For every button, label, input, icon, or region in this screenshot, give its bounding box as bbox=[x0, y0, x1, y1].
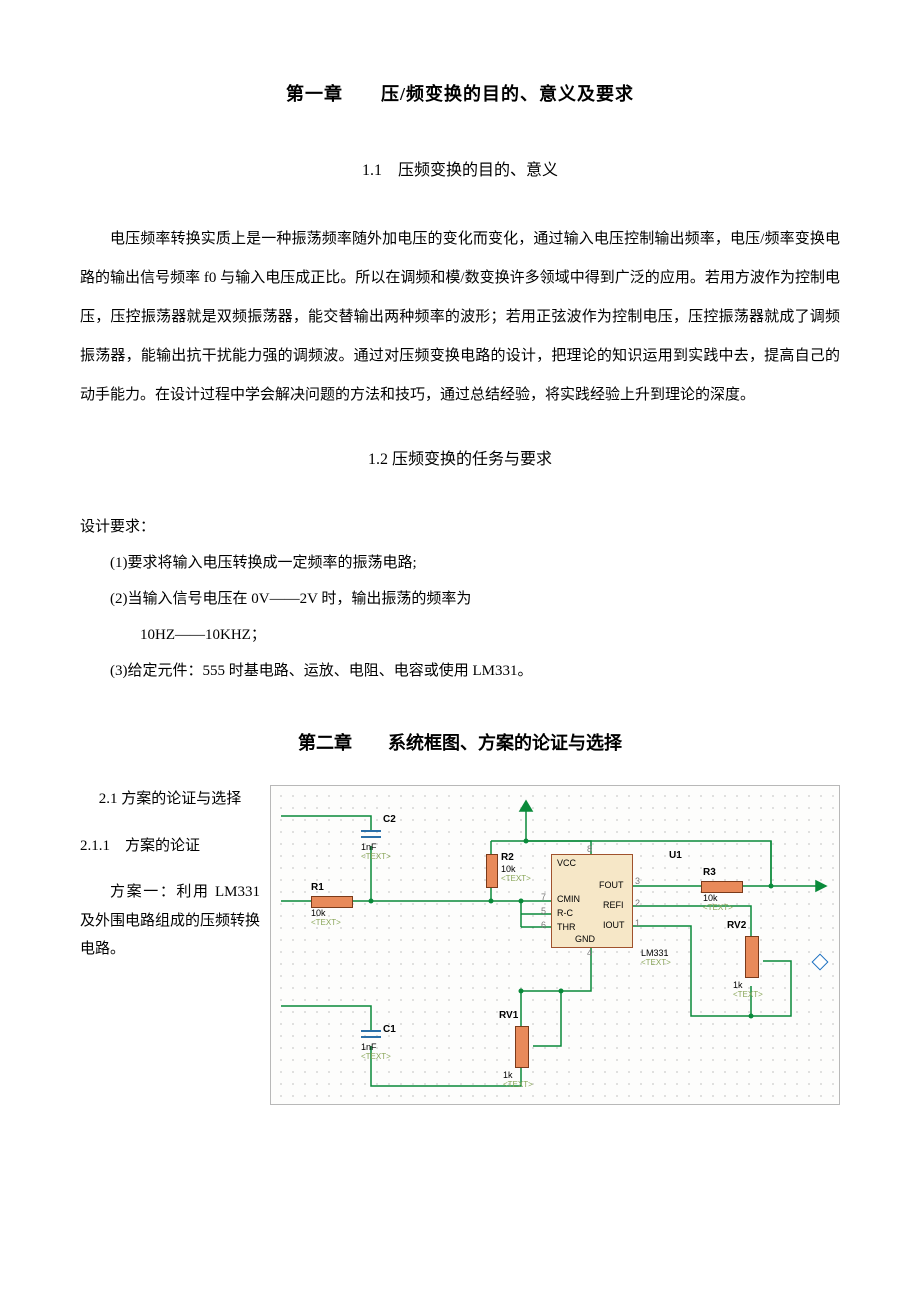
pin-cmin: CMIN bbox=[557, 894, 580, 904]
r1-label: R1 bbox=[311, 882, 324, 893]
section-1-1-body: 电压频率转换实质上是一种振荡频率随外加电压的变化而变化，通过输入电压控制输出频率… bbox=[80, 220, 840, 415]
r2-text: <TEXT> bbox=[501, 874, 531, 883]
pin-iout: IOUT bbox=[603, 920, 625, 930]
pin-refi: REFI bbox=[603, 900, 624, 910]
pin1: 1 bbox=[635, 918, 640, 928]
pin-gnd: GND bbox=[575, 934, 595, 944]
node bbox=[524, 839, 529, 844]
chapter2-title: 第二章 系统框图、方案的论证与选择 bbox=[80, 729, 840, 755]
design-req-label: 设计要求： bbox=[80, 509, 840, 545]
resistor-r2 bbox=[486, 854, 498, 888]
design-req-1: (1)要求将输入电压转换成一定频率的振荡电路; bbox=[110, 545, 840, 581]
node bbox=[519, 899, 524, 904]
node bbox=[749, 1014, 754, 1019]
r1-val: 10k bbox=[311, 908, 326, 918]
pot-rv1 bbox=[515, 1026, 529, 1068]
chapter2-row: 2.1 方案的论证与选择 2.1.1 方案的论证 方案一：利用 LM331 及外… bbox=[80, 785, 840, 1105]
chip-text: <TEXT> bbox=[641, 958, 671, 967]
pin4: 4 bbox=[587, 948, 592, 958]
c1-label: C1 bbox=[383, 1024, 396, 1035]
chapter2-left: 2.1 方案的论证与选择 2.1.1 方案的论证 方案一：利用 LM331 及外… bbox=[80, 785, 270, 964]
design-req-2b: 10HZ——10KHZ； bbox=[140, 617, 840, 653]
resistor-r3 bbox=[701, 881, 743, 893]
pin-vcc: VCC bbox=[557, 858, 576, 868]
c1-text: <TEXT> bbox=[361, 1052, 391, 1061]
chip-part: LM331 bbox=[641, 948, 669, 958]
pin2: 2 bbox=[635, 898, 640, 908]
node bbox=[519, 989, 524, 994]
pot-rv2 bbox=[745, 936, 759, 978]
cap-c1-b bbox=[361, 1036, 381, 1038]
c1-val: 1nF bbox=[361, 1042, 377, 1052]
pin8: 8 bbox=[587, 844, 592, 854]
rv2-text: <TEXT> bbox=[733, 990, 763, 999]
c2-text: <TEXT> bbox=[361, 852, 391, 861]
design-req-2: (2)当输入信号电压在 0V——2V 时，输出振荡的频率为 bbox=[110, 581, 840, 617]
pin5: 5 bbox=[541, 906, 546, 916]
chapter1-title: 第一章 压/频变换的目的、意义及要求 bbox=[80, 80, 840, 106]
node bbox=[369, 899, 374, 904]
r3-text: <TEXT> bbox=[703, 903, 733, 912]
rv2-label: RV2 bbox=[727, 920, 746, 931]
pin3: 3 bbox=[635, 876, 640, 886]
chip-u1-label: U1 bbox=[669, 850, 682, 861]
rv1-label: RV1 bbox=[499, 1010, 518, 1021]
node bbox=[489, 899, 494, 904]
r2-label: R2 bbox=[501, 852, 514, 863]
section-1-1-title: 1.1 压频变换的目的、意义 bbox=[80, 156, 840, 180]
r3-val: 10k bbox=[703, 893, 718, 903]
section-2-1: 2.1 方案的论证与选择 bbox=[80, 785, 260, 814]
c2-val: 1nF bbox=[361, 842, 377, 852]
pin-rc: R-C bbox=[557, 908, 573, 918]
document-page: 第一章 压/频变换的目的、意义及要求 1.1 压频变换的目的、意义 电压频率转换… bbox=[0, 0, 920, 1302]
c2-label: C2 bbox=[383, 814, 396, 825]
scheme1-para: 方案一：利用 LM331 及外围电路组成的压频转换电路。 bbox=[80, 878, 260, 964]
design-req-3: (3)给定元件：555 时基电路、运放、电阻、电容或使用 LM331。 bbox=[110, 653, 840, 689]
section-2-1-1: 2.1.1 方案的论证 bbox=[80, 832, 260, 861]
r3-label: R3 bbox=[703, 867, 716, 878]
section-1-2-title: 1.2 压频变换的任务与要求 bbox=[80, 445, 840, 469]
cap-c2-b bbox=[361, 836, 381, 838]
r2-val: 10k bbox=[501, 864, 516, 874]
pin6: 6 bbox=[541, 920, 546, 930]
circuit-diagram: U1 LM331 VCC CMIN R-C THR GND FOUT REFI … bbox=[270, 785, 840, 1105]
pin7: 7 bbox=[541, 892, 546, 902]
pin-fout: FOUT bbox=[599, 880, 624, 890]
cap-c1-a bbox=[361, 1030, 381, 1032]
pin-thr: THR bbox=[557, 922, 576, 932]
r1-text: <TEXT> bbox=[311, 918, 341, 927]
resistor-r1 bbox=[311, 896, 353, 908]
node bbox=[769, 884, 774, 889]
rv1-text: <TEXT> bbox=[503, 1080, 533, 1089]
rv2-val: 1k bbox=[733, 980, 743, 990]
node bbox=[559, 989, 564, 994]
cap-c2-a bbox=[361, 830, 381, 832]
rv1-val: 1k bbox=[503, 1070, 513, 1080]
